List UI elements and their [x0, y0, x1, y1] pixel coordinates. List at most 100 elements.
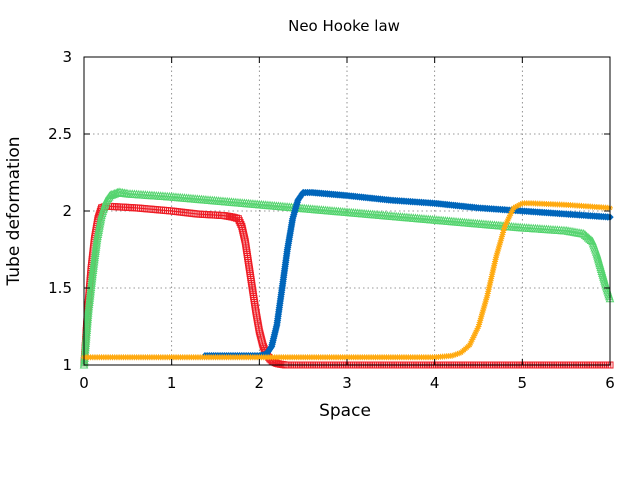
series-line	[84, 202, 611, 358]
data-point	[496, 241, 503, 248]
y-axis-label: Tube deformation	[4, 136, 24, 286]
data-point	[82, 321, 92, 330]
data-point	[473, 327, 480, 334]
data-point	[483, 294, 490, 301]
data-point	[87, 276, 97, 285]
data-point	[94, 225, 104, 234]
data-point	[456, 350, 463, 357]
data-point	[89, 256, 99, 266]
data-point	[94, 223, 104, 232]
data-point	[582, 231, 591, 241]
data-point	[85, 291, 95, 300]
data-point	[471, 332, 478, 339]
data-point	[96, 212, 106, 222]
data-point	[89, 263, 98, 272]
data-point	[471, 330, 478, 337]
data-point	[91, 244, 101, 253]
data-point	[92, 233, 102, 243]
data-point	[85, 297, 94, 307]
data-point	[505, 216, 512, 223]
data-point	[500, 227, 507, 234]
data-point	[466, 341, 473, 348]
data-point	[89, 259, 99, 268]
series-layer	[79, 187, 615, 369]
data-point	[90, 248, 100, 258]
data-point	[85, 295, 94, 304]
data-point	[86, 288, 95, 298]
data-point	[449, 352, 456, 359]
data-point	[495, 245, 502, 252]
data-point	[92, 235, 102, 245]
data-point	[83, 310, 93, 319]
data-point	[585, 234, 594, 243]
data-point	[82, 329, 91, 339]
data-point	[477, 315, 484, 322]
data-point	[84, 301, 94, 311]
series-4	[81, 200, 613, 361]
data-point	[89, 261, 98, 270]
y-tick-label: 1.5	[48, 279, 72, 297]
data-point	[480, 307, 487, 314]
data-point	[82, 327, 91, 337]
data-point	[88, 269, 97, 279]
data-point	[83, 316, 92, 326]
data-point	[495, 243, 502, 250]
data-point	[80, 344, 90, 354]
series-3	[201, 188, 614, 360]
series-2	[79, 187, 615, 369]
x-tick-label: 6	[605, 374, 615, 392]
x-tick-label: 2	[255, 374, 265, 392]
data-point	[84, 303, 93, 313]
data-point	[478, 313, 485, 320]
data-point	[87, 273, 97, 283]
data-point	[83, 314, 92, 324]
data-point	[80, 346, 90, 356]
data-point	[92, 239, 101, 249]
x-tick-label: 3	[342, 374, 352, 392]
data-point	[502, 221, 509, 228]
data-point	[96, 214, 106, 224]
data-point	[501, 225, 508, 232]
data-point	[503, 219, 510, 226]
data-point	[83, 312, 93, 322]
data-point	[494, 250, 501, 257]
data-point	[454, 350, 461, 357]
data-point	[82, 325, 92, 335]
data-point	[84, 299, 94, 309]
data-point	[477, 317, 484, 324]
data-point	[500, 229, 507, 236]
data-point	[476, 321, 483, 328]
data-point	[579, 228, 589, 238]
data-point	[93, 229, 103, 239]
data-point	[583, 232, 593, 242]
data-point	[498, 233, 505, 240]
data-point	[507, 212, 514, 219]
data-point	[83, 308, 93, 317]
data-point	[507, 210, 514, 217]
data-point	[506, 214, 513, 221]
data-point	[86, 282, 96, 292]
x-axis-label: Space	[319, 401, 371, 421]
data-point	[483, 296, 490, 303]
data-point	[88, 267, 98, 277]
data-point	[470, 334, 477, 341]
data-point	[87, 278, 96, 287]
data-point	[95, 221, 104, 230]
data-point	[86, 286, 95, 296]
data-point	[86, 280, 96, 289]
data-point	[515, 202, 522, 209]
y-tick-label: 2	[62, 202, 72, 220]
data-point	[468, 338, 475, 345]
data-point	[497, 239, 504, 246]
x-tick-label: 0	[79, 374, 89, 392]
data-point	[493, 252, 500, 259]
data-point	[479, 311, 486, 318]
data-point	[494, 248, 501, 255]
data-point	[84, 305, 93, 315]
data-point	[514, 203, 521, 210]
data-point	[91, 242, 101, 251]
data-point	[87, 271, 97, 281]
data-point	[479, 309, 486, 316]
data-point	[501, 223, 508, 230]
